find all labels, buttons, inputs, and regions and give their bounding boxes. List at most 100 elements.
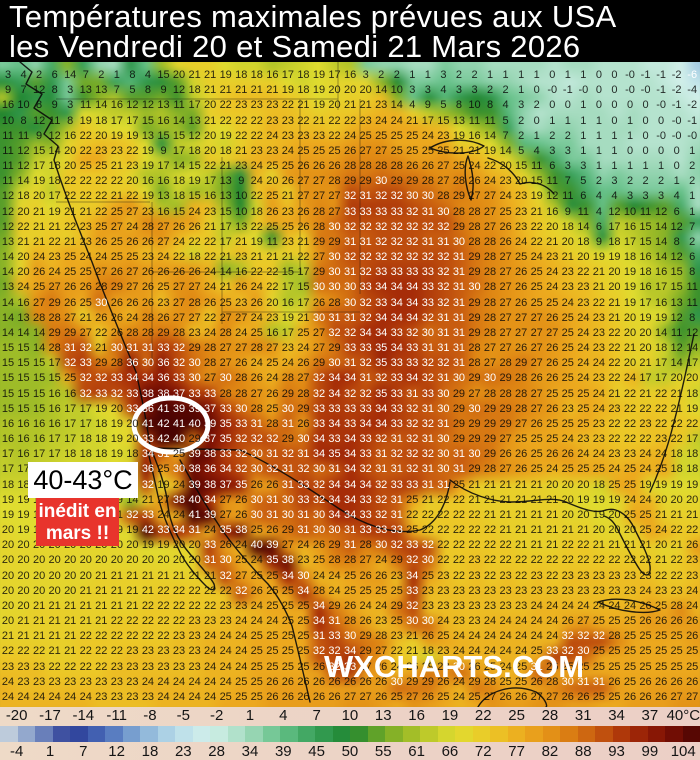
temp-value: 32	[577, 630, 590, 643]
temp-value: 28	[95, 281, 108, 294]
temp-value: 32	[343, 326, 357, 339]
temp-value: 11	[2, 160, 14, 173]
temp-value: 19	[623, 281, 637, 294]
temp-value: 27	[172, 296, 186, 309]
temp-value: 22	[468, 539, 481, 552]
temp-value: 21	[592, 266, 606, 279]
temp-value: 26	[235, 493, 248, 506]
temp-value: 32	[312, 645, 326, 658]
temp-value: 27	[157, 235, 170, 248]
temp-value: 22	[483, 524, 497, 537]
temp-value: 19	[126, 129, 139, 142]
temp-value: 25	[390, 144, 403, 157]
temp-value: 16	[468, 129, 481, 142]
temp-value: 22	[406, 508, 419, 521]
temp-value: 23	[157, 296, 170, 309]
temp-value: 22	[608, 357, 621, 370]
temp-value: 30	[421, 190, 434, 203]
temp-value: 33	[328, 630, 341, 643]
temp-value: 24	[204, 645, 217, 658]
temp-value: 22	[64, 190, 77, 203]
temp-value: 18	[79, 448, 92, 461]
temp-value: 28	[312, 584, 326, 597]
temp-value: 21	[530, 205, 543, 218]
temp-value: 21	[64, 630, 77, 643]
temp-value: 16	[266, 69, 279, 81]
temp-value: 18	[219, 144, 232, 157]
temp-value: 11	[2, 144, 14, 157]
temp-value: 23	[95, 675, 108, 688]
temp-value: 21	[406, 630, 419, 643]
temp-value: 38	[281, 554, 295, 567]
temp-value: 23	[235, 599, 248, 612]
temp-value: 11	[577, 205, 590, 218]
temp-value: 30	[437, 433, 450, 446]
temp-value: 25	[561, 417, 574, 430]
temp-value: 20	[1, 524, 15, 537]
temp-value: 23	[281, 129, 295, 142]
temp-value: 33	[172, 372, 186, 385]
temp-value: 7	[564, 175, 571, 188]
temp-value: 39	[204, 417, 217, 430]
temp-value: 26	[266, 478, 279, 491]
celsius-tick: 37	[641, 707, 659, 724]
temp-value: 25	[328, 144, 341, 157]
temp-value: 31	[437, 342, 450, 355]
temp-value: 40	[188, 493, 201, 506]
temp-value: 36	[157, 357, 170, 370]
temp-value: 30	[250, 508, 263, 521]
temp-value: 8	[673, 235, 680, 248]
temp-value: 35	[266, 554, 279, 567]
temp-value: 1	[658, 160, 665, 173]
temp-value: 21	[79, 584, 92, 597]
temp-value: 31	[452, 357, 466, 370]
temp-value: 15	[1, 402, 15, 415]
temp-value: 24	[204, 690, 217, 703]
temp-value: 22	[79, 190, 92, 203]
page-title: Températures maximales prévues aux USA l…	[0, 0, 700, 62]
temp-value: 25	[126, 251, 139, 264]
temp-value: 28	[468, 357, 481, 370]
temp-value: 28	[141, 220, 155, 233]
temp-value: 3	[409, 84, 416, 97]
temp-value: 30	[297, 433, 310, 446]
temp-value: 26	[499, 220, 512, 233]
temp-value: 20	[266, 296, 279, 309]
temp-value: 3	[424, 84, 431, 97]
temp-value: 22	[110, 645, 123, 658]
temp-value: 26	[421, 630, 434, 643]
temp-value: 21	[64, 599, 77, 612]
fahrenheit-tick: 50	[341, 743, 359, 760]
temp-value: 35	[219, 524, 232, 537]
temp-value: 25	[281, 160, 295, 173]
temp-value: 23	[654, 584, 668, 597]
temp-value: 8	[144, 84, 151, 97]
temp-value: 10	[468, 99, 481, 112]
temp-value: 19	[639, 478, 652, 491]
temp-value: 21	[499, 508, 512, 521]
temp-value: 12	[32, 114, 46, 127]
temp-value: 29	[281, 433, 295, 446]
temp-value: 20	[654, 539, 668, 552]
temp-value: 34	[126, 372, 139, 385]
colorbar-segment	[297, 726, 315, 742]
temp-value: 16	[64, 387, 77, 400]
temp-value: 29	[390, 599, 403, 612]
temp-value: 24	[172, 675, 186, 688]
temp-value: 21	[126, 569, 139, 582]
temp-value: 15	[1, 357, 15, 370]
temp-value: 26	[359, 615, 372, 628]
temp-value: 26	[79, 281, 92, 294]
temp-value: 26	[204, 296, 217, 309]
temp-value: 29	[452, 220, 466, 233]
temp-value: -0	[687, 129, 698, 142]
temp-value: 33	[359, 402, 372, 415]
temp-value: 22	[141, 599, 155, 612]
temp-value: 29	[421, 675, 434, 688]
temp-value: 22	[670, 433, 683, 446]
temp-value: 20	[686, 372, 699, 385]
temp-value: 20	[188, 554, 201, 567]
temp-value: 23	[172, 645, 186, 658]
temp-value: 21	[297, 235, 310, 248]
temp-value: 16	[546, 205, 559, 218]
